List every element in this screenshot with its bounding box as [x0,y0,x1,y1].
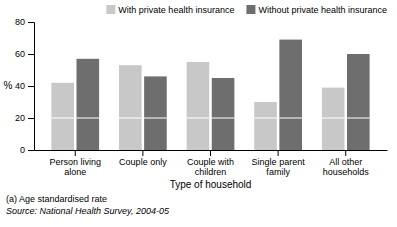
tick-label: 60 [15,49,25,59]
bar [322,88,345,150]
legend-label: With private health insurance [118,5,234,15]
bar [212,78,235,150]
bar [77,59,100,150]
x-axis-title: Type of household [170,179,252,190]
legend-swatch [106,5,115,14]
axis-line [28,23,35,151]
divider-line [279,118,302,119]
tick: Single parentfamily [252,150,306,177]
divider-line [322,118,345,119]
legend: With private health insurance Without pri… [106,5,387,15]
divider-line [51,118,74,119]
legend-item: With private health insurance [106,5,234,15]
legend-label: Without private health insurance [258,5,387,15]
tick-label: Single parentfamily [252,157,306,177]
tick-label: 0 [20,145,25,155]
bars [51,40,369,150]
tick-mark [28,118,34,119]
series [77,40,370,150]
tick-mark [28,86,34,87]
divider-line [144,118,167,119]
y-axis: 0 20 40 60 80 [15,17,35,155]
tick-label: Couple only [119,157,167,167]
y-axis-title: % [4,80,13,91]
tick: 80 [15,17,34,27]
divider-line [347,118,370,119]
tick: 40 [15,81,34,91]
bar [187,62,210,150]
divider-line [119,118,142,119]
divider-line [212,118,235,119]
tick-label: Person livingalone [49,157,101,177]
bar [347,54,370,150]
tick-label: 20 [15,113,25,123]
tick-label: All otherhouseholds [323,157,370,177]
bar [279,40,302,150]
tick-mark [28,54,34,55]
tick-mark [75,150,76,156]
tick-mark [142,150,143,156]
divider-line [187,118,210,119]
tick: 20 [15,113,34,123]
tick-mark [345,150,346,156]
legend-swatch [246,5,255,14]
tick: 0 [20,145,34,155]
tick-label: 40 [15,81,25,91]
legend-item: Without private health insurance [246,5,387,15]
tick: Person livingalone [49,150,101,177]
tick-label: Couple withchildren [187,157,234,177]
plot: 0 20 40 60 80 Person livingalone Couple only Co… [15,17,388,177]
divider-line [77,118,100,119]
bar [51,83,74,150]
tick: Couple withchildren [187,150,234,177]
bar [254,102,277,150]
tick-mark [210,150,211,156]
note: Source: National Health Survey, 2004-05 [6,206,170,216]
tick: All otherhouseholds [323,150,370,177]
note: (a) Age standardised rate [6,194,107,204]
chart: 0 20 40 60 80 Person livingalone Couple only Co… [0,0,397,227]
x-axis: Person livingalone Couple only Couple with… [35,150,388,177]
tick: 60 [15,49,34,59]
bar [119,65,142,150]
divider-line [254,118,277,119]
bar [144,76,167,150]
tick: Couple only [119,150,167,167]
tick-mark [28,22,34,23]
tick-label: 80 [15,17,25,27]
tick-mark [28,150,34,151]
tick-mark [278,150,279,156]
